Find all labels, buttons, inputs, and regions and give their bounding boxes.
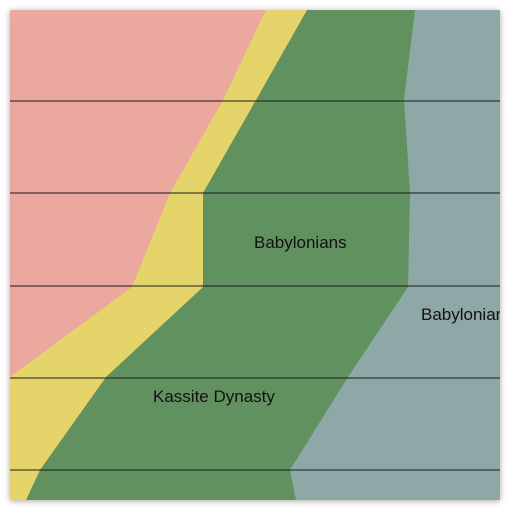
row-lines	[10, 100, 500, 471]
label-babylonians-center: Babylonians	[254, 233, 347, 252]
label-babylonians-right: Babylonians	[421, 305, 500, 324]
map-frame: Babylonians Babylonians Kassite Dynasty	[10, 10, 500, 500]
history-map: Babylonians Babylonians Kassite Dynasty	[10, 10, 500, 500]
label-kassite-dynasty: Kassite Dynasty	[153, 387, 275, 406]
